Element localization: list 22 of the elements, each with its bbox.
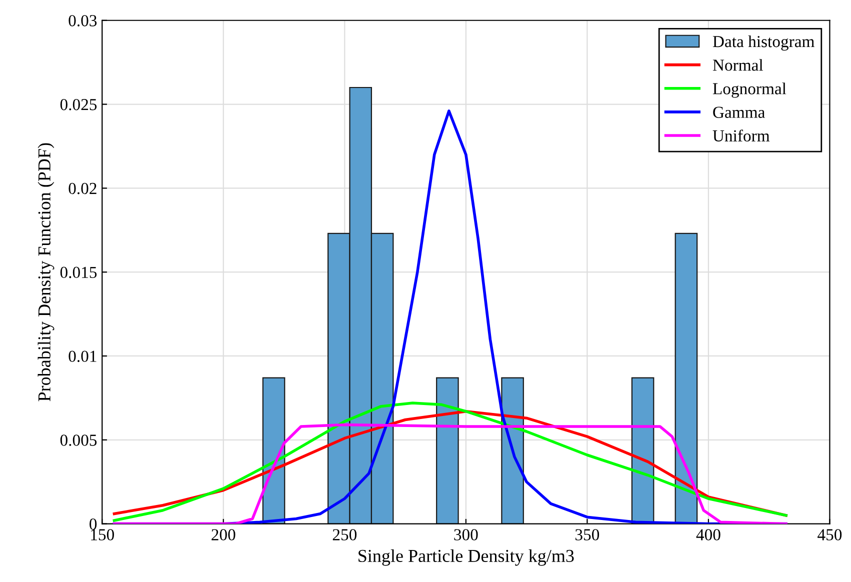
x-tick-label: 200 [212,529,236,540]
y-tick-label: 0.015 [60,266,97,278]
x-tick-label: 250 [332,529,357,540]
x-tick-label: 300 [454,529,478,540]
legend-label: Normal [712,59,764,71]
line-series [112,423,788,524]
legend-label: Uniform [712,130,770,142]
x-axis-title: Single Particle Density kg/m3 [358,549,574,566]
x-tick-label: 150 [91,529,114,540]
y-tick-label: 0.005 [60,434,97,446]
y-tick-label: 0.025 [60,98,97,110]
x-tick-label: 350 [575,529,600,540]
legend-label: Gamma [713,106,765,118]
legend-label: Data histogram [712,35,814,51]
y-tick-label: 0.02 [68,182,96,194]
y-tick-label: 0 [90,518,97,530]
y-tick-label: 0.01 [68,350,96,362]
x-tick-label: 450 [818,529,842,540]
y-tick-label: 0.03 [68,15,97,26]
x-tick-label: 400 [696,529,720,540]
y-axis-title: Probability Density Function (PDF) [38,143,54,402]
legend-label: Lognormal [712,82,786,98]
